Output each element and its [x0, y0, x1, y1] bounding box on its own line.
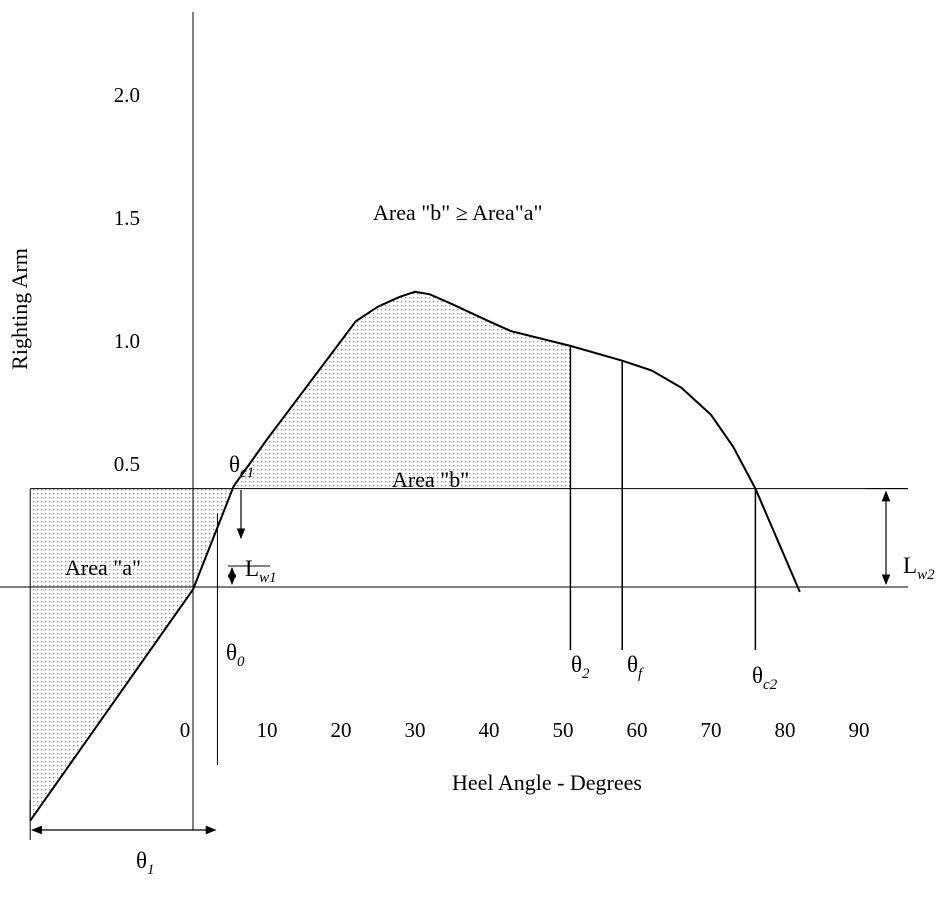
theta-c2-label: θc2 [752, 663, 778, 693]
x-tick-label: 70 [701, 718, 722, 742]
area-b-shading [233, 291, 571, 489]
x-tick-label: 90 [849, 718, 870, 742]
area-a-label: Area "a" [65, 555, 141, 580]
x-tick-label: 80 [775, 718, 796, 742]
area-condition-label: Area "b" ≥ Area"a" [373, 200, 543, 225]
theta-f-label: θf [627, 652, 644, 682]
y-axis-title: Righting Arm [7, 248, 32, 370]
theta-0-label: θ0 [226, 640, 245, 670]
lw2-label: Lw2 [903, 553, 935, 583]
x-tick-label: 0 [180, 718, 191, 742]
x-tick-label: 10 [257, 718, 278, 742]
y-tick-label: 1.5 [114, 206, 140, 230]
y-tick-labels: 0.51.01.52.02.5 [114, 83, 140, 476]
x-tick-label: 40 [479, 718, 500, 742]
x-tick-label: 20 [331, 718, 352, 742]
theta-2-label: θ2 [571, 652, 590, 682]
theta-c1-label: θc1 [229, 452, 254, 481]
y-tick-label: 0.5 [114, 452, 140, 476]
x-tick-label: 60 [627, 718, 648, 742]
x-tick-labels: 0 10 20 30 40 50 60 70 80 90 [180, 718, 870, 742]
angle-marker-lines [29, 345, 757, 840]
area-a-shading [30, 486, 234, 821]
area-b-label: Area "b" [392, 467, 469, 492]
theta-1-label: θ1 [136, 848, 155, 878]
x-tick-label: 50 [553, 718, 574, 742]
righting-arm-curve [29, 290, 801, 822]
x-axis-title: Heel Angle - Degrees [452, 770, 642, 795]
y-tick-label: 2.0 [114, 83, 140, 107]
y-tick-label: 1.0 [114, 329, 140, 353]
x-tick-label: 30 [405, 718, 426, 742]
lw1-label: Lw1 [245, 556, 277, 586]
